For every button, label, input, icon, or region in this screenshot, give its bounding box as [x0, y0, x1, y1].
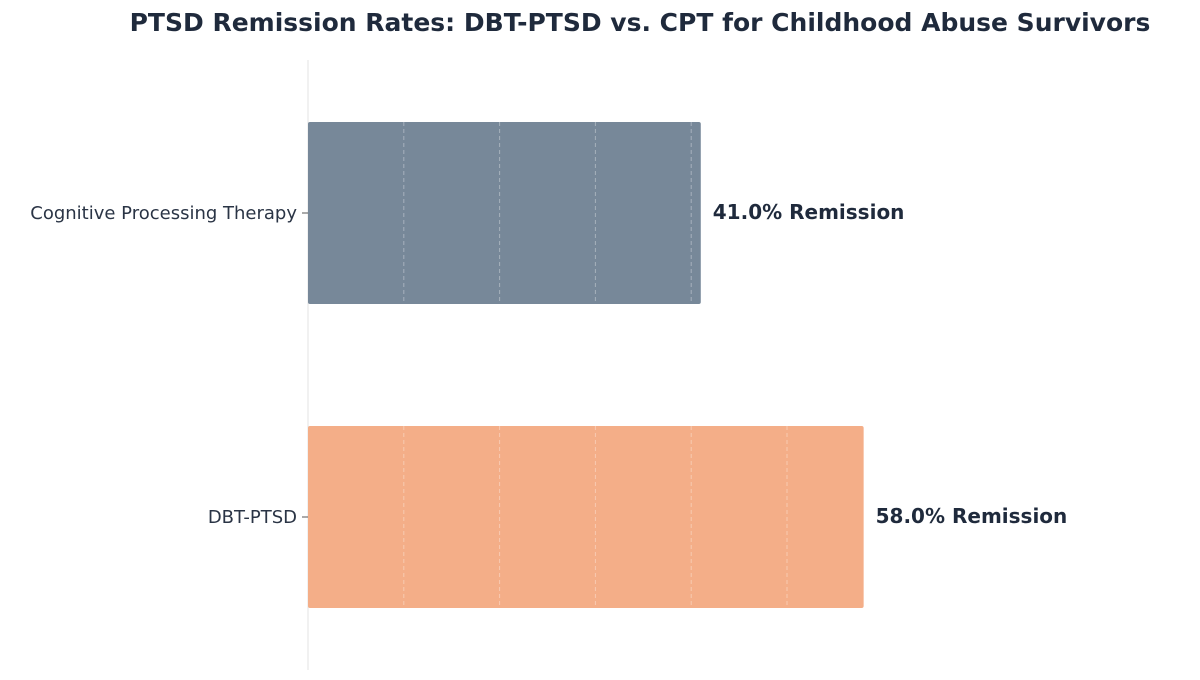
- chart-title: PTSD Remission Rates: DBT-PTSD vs. CPT f…: [130, 8, 1151, 37]
- bar-1: [308, 426, 864, 608]
- bar-0: [308, 122, 701, 304]
- labels-layer: Cognitive Processing Therapy 41.0% Remiss…: [30, 200, 1067, 528]
- value-label-0: 41.0% Remission: [713, 200, 905, 224]
- category-label-1: DBT-PTSD: [208, 507, 297, 528]
- value-label-1: 58.0% Remission: [876, 504, 1068, 528]
- category-label-0: Cognitive Processing Therapy: [30, 203, 297, 224]
- bars-layer: [308, 122, 864, 608]
